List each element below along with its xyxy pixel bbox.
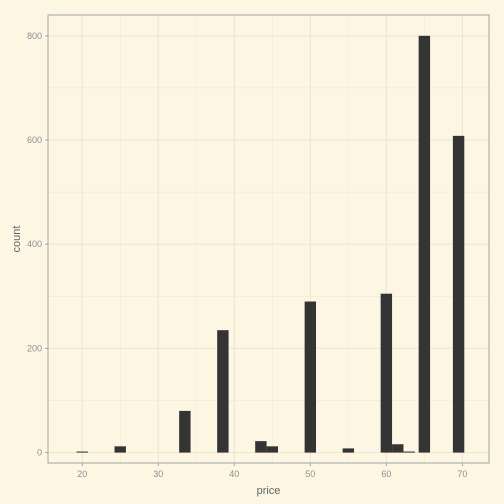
x-axis-title: price — [257, 485, 281, 497]
histogram-bar — [76, 451, 88, 453]
histogram-bar — [255, 441, 267, 453]
histogram-bar — [392, 444, 404, 453]
y-tick-label: 800 — [27, 31, 42, 41]
histogram-bar — [403, 451, 415, 453]
histogram-bar — [266, 446, 279, 453]
x-tick-label: 60 — [381, 469, 391, 479]
histogram-bar — [380, 293, 393, 453]
histogram-bar — [452, 135, 465, 453]
y-axis-title: count — [11, 226, 23, 253]
histogram-bar — [179, 410, 191, 453]
x-tick-label: 50 — [305, 469, 315, 479]
histogram-bar — [217, 330, 229, 453]
y-tick-label: 400 — [27, 239, 42, 249]
y-tick-label: 600 — [27, 135, 42, 145]
panel-border — [47, 14, 490, 464]
histogram-bar — [114, 446, 126, 453]
x-tick-label: 40 — [229, 469, 239, 479]
histogram-bar — [304, 301, 317, 453]
histogram-bar — [342, 448, 355, 453]
x-tick-label: 30 — [153, 469, 163, 479]
y-tick-label: 0 — [37, 448, 42, 458]
x-tick-label: 70 — [457, 469, 467, 479]
x-tick-label: 20 — [77, 469, 87, 479]
bars — [76, 35, 465, 453]
histogram-bar — [418, 35, 431, 453]
y-tick-label: 200 — [27, 343, 42, 353]
